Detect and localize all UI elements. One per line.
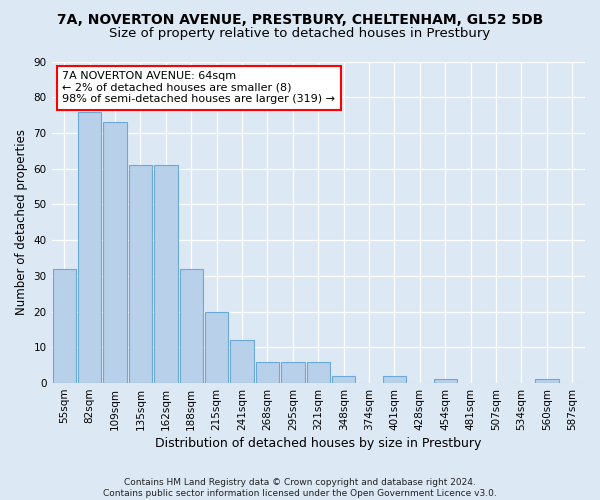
Bar: [535, 380, 559, 383]
Bar: [281, 362, 305, 383]
Bar: [103, 122, 127, 383]
X-axis label: Distribution of detached houses by size in Prestbury: Distribution of detached houses by size …: [155, 437, 481, 450]
Bar: [179, 268, 203, 383]
Text: 7A, NOVERTON AVENUE, PRESTBURY, CHELTENHAM, GL52 5DB: 7A, NOVERTON AVENUE, PRESTBURY, CHELTENH…: [57, 12, 543, 26]
Text: Size of property relative to detached houses in Prestbury: Size of property relative to detached ho…: [109, 28, 491, 40]
Bar: [383, 376, 406, 383]
Bar: [205, 312, 229, 383]
Bar: [230, 340, 254, 383]
Text: 7A NOVERTON AVENUE: 64sqm
← 2% of detached houses are smaller (8)
98% of semi-de: 7A NOVERTON AVENUE: 64sqm ← 2% of detach…: [62, 71, 335, 104]
Bar: [434, 380, 457, 383]
Bar: [256, 362, 279, 383]
Bar: [78, 112, 101, 383]
Bar: [53, 268, 76, 383]
Bar: [307, 362, 330, 383]
Bar: [332, 376, 355, 383]
Text: Contains HM Land Registry data © Crown copyright and database right 2024.
Contai: Contains HM Land Registry data © Crown c…: [103, 478, 497, 498]
Bar: [154, 165, 178, 383]
Y-axis label: Number of detached properties: Number of detached properties: [15, 130, 28, 316]
Bar: [129, 165, 152, 383]
